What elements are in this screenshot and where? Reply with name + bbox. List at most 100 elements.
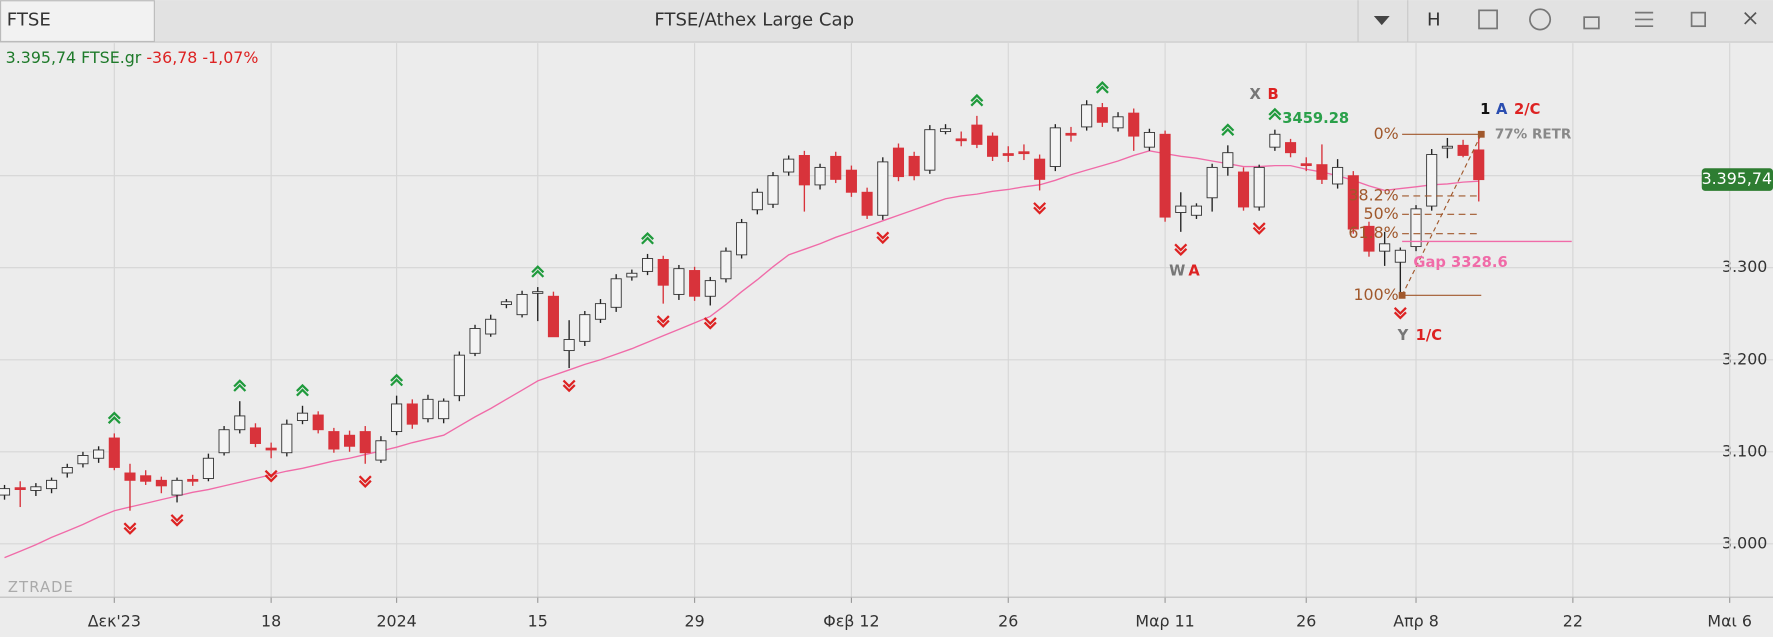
dropdown-icon[interactable] xyxy=(1373,16,1390,26)
candle-body xyxy=(971,124,983,145)
swing-low-marker xyxy=(170,514,184,527)
candle-body xyxy=(296,412,309,421)
candle-body xyxy=(1300,163,1312,167)
wave-label: Y xyxy=(1397,327,1409,344)
swing-high-marker xyxy=(296,383,309,397)
candle-body xyxy=(171,479,183,496)
candle-body xyxy=(406,403,418,425)
swing-low-marker xyxy=(876,231,890,245)
close-icon[interactable] xyxy=(1744,12,1757,25)
candle-body xyxy=(438,400,450,420)
x-tick-label: Δεκ'23 xyxy=(88,612,141,631)
quote-icon[interactable] xyxy=(1529,8,1552,31)
swing-low-marker xyxy=(264,469,278,483)
candle-body xyxy=(422,398,434,420)
swing-low-marker xyxy=(1252,222,1266,235)
x-tick-label: Φεβ 12 xyxy=(823,612,879,631)
candle-body xyxy=(1222,152,1234,168)
candle-body xyxy=(328,431,340,450)
candle-body xyxy=(673,268,685,295)
fib-label: 61.8% xyxy=(1348,223,1398,242)
candle-body xyxy=(485,318,497,335)
x-tick-label: Απρ 8 xyxy=(1393,612,1439,631)
candle-body xyxy=(751,191,763,211)
quote: 3.395,74 FTSE.gr -36,78 -1,07% xyxy=(6,47,259,66)
candle-body xyxy=(516,293,528,316)
candle-body xyxy=(312,414,324,431)
candle-body xyxy=(845,169,857,193)
candle-body xyxy=(720,250,732,280)
y-tick-label: 3.200 xyxy=(1722,349,1767,368)
watermark: ZTRADE xyxy=(8,579,74,596)
wave-label: A xyxy=(1188,263,1200,280)
candle-body xyxy=(1457,144,1469,156)
candle-body xyxy=(359,431,371,454)
x-tick-label: 29 xyxy=(685,612,705,631)
candle-body xyxy=(1065,132,1077,136)
wave-label: A xyxy=(1496,101,1508,118)
swing-high-marker xyxy=(531,265,545,278)
candle-body xyxy=(140,475,152,482)
lock-icon[interactable] xyxy=(1583,16,1600,30)
candle-body xyxy=(1237,171,1250,208)
last-price-label: 3.395,74 xyxy=(1702,169,1773,188)
annotations: X B 3459.28 W A Y 1/C 1 A 2/C 77% RETR xyxy=(1169,86,1572,344)
candle-body xyxy=(579,314,591,342)
candle-body xyxy=(1096,107,1108,123)
candle-body xyxy=(939,128,952,132)
candle-body xyxy=(500,301,512,306)
x-tick-label: 18 xyxy=(261,612,281,631)
candle-body xyxy=(218,429,230,454)
panel-icon[interactable] xyxy=(1478,9,1498,30)
swing-high-marker xyxy=(1095,81,1109,94)
y-tick-label: 3.300 xyxy=(1722,257,1767,276)
swing-low-marker xyxy=(1393,306,1407,320)
x-tick-label: 15 xyxy=(528,612,548,631)
candle-body xyxy=(892,147,905,178)
candle-body xyxy=(1128,112,1140,137)
toolbar xyxy=(0,0,1773,43)
candle-body xyxy=(1159,133,1171,218)
candle-body xyxy=(1143,131,1155,148)
wave-label: W xyxy=(1169,263,1185,280)
last-price-tag xyxy=(1701,168,1773,191)
swing-low-marker xyxy=(123,522,137,535)
x-tick-label: 26 xyxy=(1296,612,1316,631)
candle-body xyxy=(453,354,465,397)
interval-button[interactable]: H xyxy=(1427,10,1441,31)
candle-body xyxy=(924,129,936,171)
candle-body xyxy=(547,295,559,338)
swing-high-marker xyxy=(107,411,121,425)
quote-last: 3.395,74 FTSE.gr xyxy=(6,47,142,66)
candle-body xyxy=(814,166,826,186)
x-tick-label: 2024 xyxy=(376,612,416,631)
candle-body xyxy=(234,415,246,431)
candle-body xyxy=(93,449,105,459)
candle-body xyxy=(1394,249,1406,263)
candle-body xyxy=(1332,166,1344,185)
candle-body xyxy=(657,258,669,286)
swing-high-marker xyxy=(233,379,247,392)
swing-low-marker xyxy=(358,475,372,488)
candle-body xyxy=(202,457,214,479)
x-tick-label: Μαρ 11 xyxy=(1135,612,1194,631)
menu-icon[interactable] xyxy=(1635,11,1654,28)
candle-body xyxy=(1379,243,1391,252)
candle-body xyxy=(375,440,387,461)
candle-body xyxy=(187,478,199,482)
candle-body xyxy=(532,291,544,294)
symbol[interactable]: FTSE xyxy=(7,10,51,31)
restore-icon[interactable] xyxy=(1690,11,1707,28)
candle-body xyxy=(1002,153,1014,156)
candle-body xyxy=(987,135,999,157)
candle-body xyxy=(955,138,967,142)
x-tick-label: 22 xyxy=(1563,612,1583,631)
fib-label: 0% xyxy=(1374,124,1399,143)
swing-high-marker xyxy=(1268,107,1282,121)
candle-body xyxy=(344,434,356,447)
candle-body xyxy=(1347,175,1359,230)
symbol-box[interactable] xyxy=(0,0,155,43)
swing-high-marker xyxy=(390,373,404,387)
candle-body xyxy=(124,472,136,481)
